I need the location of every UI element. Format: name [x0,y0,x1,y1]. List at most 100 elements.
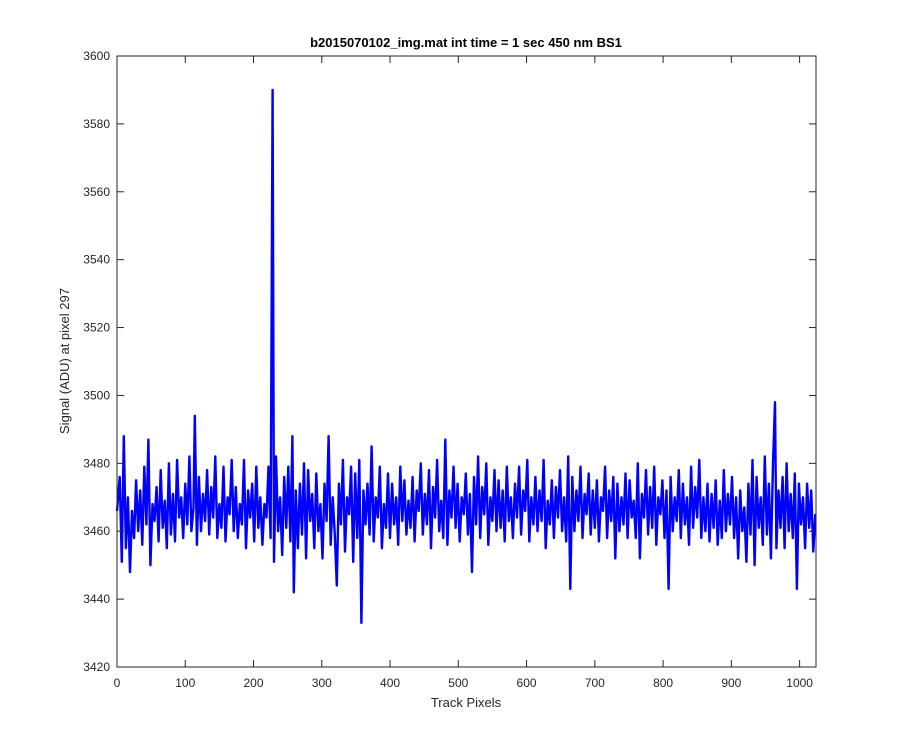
data-point [127,496,129,498]
data-point [586,513,588,515]
x-tick-label: 500 [448,676,468,690]
data-point [186,523,188,526]
data-point [375,496,377,498]
data-point [317,530,319,532]
data-point [592,489,594,492]
data-point [153,520,156,522]
data-point [168,462,170,464]
data-point [719,500,721,502]
data-point [424,493,426,495]
data-point [779,527,782,529]
data-point [235,486,237,488]
y-tick-label: 3420 [83,660,110,674]
data-point [164,500,166,502]
data-point [442,537,444,539]
data-point [700,537,702,539]
data-point [289,540,291,543]
data-point [518,466,520,468]
data-point [231,459,233,461]
data-point [377,517,379,519]
data-point [676,520,678,522]
data-point [151,503,154,505]
data-point [194,415,196,417]
data-point [342,459,344,461]
data-point [577,520,580,522]
data-point [489,496,491,498]
data-point [224,540,227,543]
data-point [690,466,692,468]
data-point [389,537,391,539]
data-point [790,493,792,495]
data-point [409,527,412,529]
data-point [561,530,563,532]
x-tick-label: 1000 [786,676,813,690]
data-point [620,496,623,498]
data-point [747,483,750,485]
data-point [661,479,664,481]
data-point [229,513,231,515]
data-point [446,544,448,546]
data-point [569,588,571,590]
data-point [129,571,131,573]
data-point [277,530,279,532]
data-point [291,435,293,437]
data-point [784,547,786,549]
data-point [414,540,416,543]
data-point [301,534,303,536]
data-point [125,547,127,549]
data-point [457,483,459,485]
data-point [725,530,727,532]
data-point [403,479,405,481]
data-point [253,540,255,543]
data-point [588,472,590,475]
data-point [672,530,674,532]
data-point [202,493,204,495]
data-point [265,517,268,519]
data-point [534,476,537,478]
data-point [678,469,680,471]
data-point [295,489,297,492]
data-point [430,547,432,549]
data-point [663,537,666,539]
y-tick-label: 3600 [83,49,110,63]
data-point [512,537,514,539]
data-point [684,523,686,526]
data-point [391,483,393,485]
data-point [328,435,330,437]
data-point [590,534,592,536]
data-point [794,472,796,475]
data-point [764,455,766,458]
data-point [633,500,635,502]
data-point [387,472,389,475]
data-point [418,510,420,512]
data-point [358,459,360,461]
data-point [777,489,780,492]
data-point [743,506,745,509]
data-point [774,401,776,403]
data-point [506,466,508,468]
data-point [528,540,530,543]
plot-area [117,56,816,667]
data-point [659,513,662,515]
data-point [241,523,243,526]
data-point [598,540,600,543]
data-point [680,537,682,539]
data-point [698,459,700,461]
data-point [555,486,557,488]
data-point [465,472,467,475]
data-point [352,561,354,563]
data-point [800,523,802,526]
data-point [373,540,375,543]
data-point [606,537,608,539]
data-point [438,530,440,532]
data-point [739,489,741,492]
data-point [184,483,186,485]
data-point [371,445,373,447]
x-tick-label: 800 [653,676,673,690]
data-point [651,527,653,529]
data-point [649,486,651,488]
data-point [514,483,516,485]
data-point [190,530,192,532]
data-point [255,466,257,468]
